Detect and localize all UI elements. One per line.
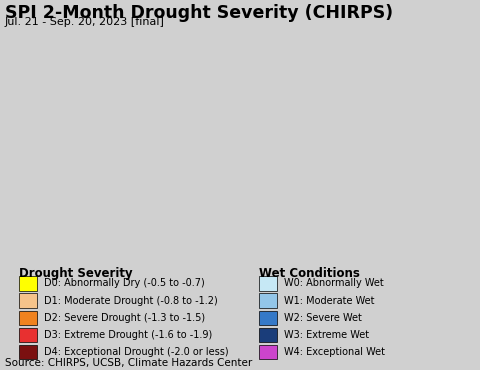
FancyBboxPatch shape [19, 345, 37, 360]
Text: SPI 2-Month Drought Severity (CHIRPS): SPI 2-Month Drought Severity (CHIRPS) [5, 4, 393, 22]
Text: Jul. 21 - Sep. 20, 2023 [final]: Jul. 21 - Sep. 20, 2023 [final] [5, 17, 165, 27]
Text: Drought Severity: Drought Severity [19, 267, 133, 280]
FancyBboxPatch shape [19, 310, 37, 325]
Text: W4: Exceptional Wet: W4: Exceptional Wet [284, 347, 384, 357]
FancyBboxPatch shape [19, 328, 37, 342]
FancyBboxPatch shape [19, 293, 37, 308]
Text: D3: Extreme Drought (-1.6 to -1.9): D3: Extreme Drought (-1.6 to -1.9) [44, 330, 212, 340]
FancyBboxPatch shape [259, 310, 277, 325]
FancyBboxPatch shape [259, 276, 277, 291]
Text: D0: Abnormally Dry (-0.5 to -0.7): D0: Abnormally Dry (-0.5 to -0.7) [44, 278, 204, 289]
FancyBboxPatch shape [259, 293, 277, 308]
Text: Source: CHIRPS, UCSB, Climate Hazards Center: Source: CHIRPS, UCSB, Climate Hazards Ce… [5, 358, 252, 368]
Text: D2: Severe Drought (-1.3 to -1.5): D2: Severe Drought (-1.3 to -1.5) [44, 313, 205, 323]
Text: Wet Conditions: Wet Conditions [259, 267, 360, 280]
Text: W3: Extreme Wet: W3: Extreme Wet [284, 330, 369, 340]
Text: W1: Moderate Wet: W1: Moderate Wet [284, 296, 374, 306]
FancyBboxPatch shape [259, 328, 277, 342]
FancyBboxPatch shape [19, 276, 37, 291]
Text: D4: Exceptional Drought (-2.0 or less): D4: Exceptional Drought (-2.0 or less) [44, 347, 228, 357]
Text: W0: Abnormally Wet: W0: Abnormally Wet [284, 278, 384, 289]
Text: D1: Moderate Drought (-0.8 to -1.2): D1: Moderate Drought (-0.8 to -1.2) [44, 296, 217, 306]
Text: W2: Severe Wet: W2: Severe Wet [284, 313, 361, 323]
FancyBboxPatch shape [259, 345, 277, 360]
